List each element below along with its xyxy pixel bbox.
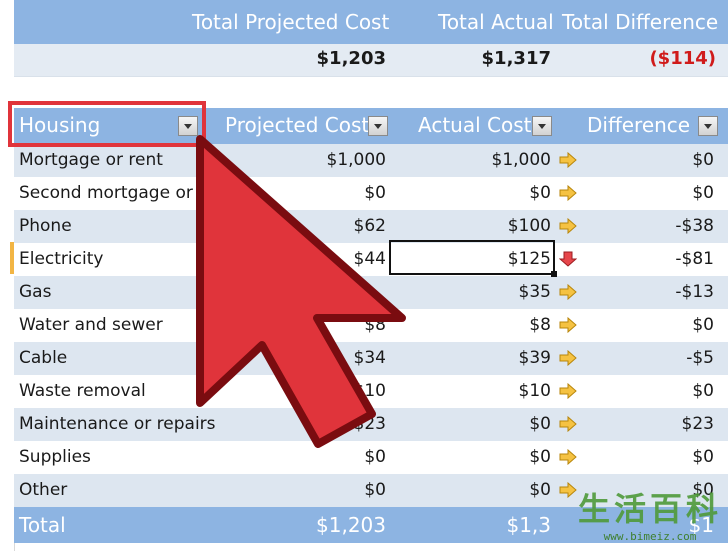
total-difference-value[interactable]: ($114) <box>649 48 716 69</box>
row-actual[interactable]: $0 <box>529 480 551 500</box>
selected-cell[interactable] <box>389 240 557 277</box>
active-row-marker <box>10 242 14 274</box>
row-actual[interactable]: $39 <box>518 348 551 368</box>
table-row: Waste removal $10 $10 $0 <box>14 375 728 408</box>
total-label: Total <box>19 513 66 537</box>
row-name[interactable]: Cable <box>19 348 68 368</box>
summary-header: Total Projected Cost Total Actual Total … <box>14 0 728 44</box>
right-arrow-icon <box>559 482 577 498</box>
watermark-chars: 生活百科 <box>577 490 722 528</box>
difference-filter-dropdown-icon[interactable] <box>698 116 718 136</box>
row-difference[interactable]: $23 <box>681 414 714 434</box>
row-name[interactable]: Phone <box>19 216 72 236</box>
table-row: Cable $34 $39 -$5 <box>14 342 728 375</box>
table-header: Housing Projected Cost Actual Cost Diffe… <box>14 108 728 144</box>
watermark: 生活百科 www.bimeiz.com <box>578 484 722 543</box>
total-projected-header: Total Projected Cost <box>192 10 390 34</box>
row-projected[interactable]: $34 <box>353 348 386 368</box>
row-projected[interactable]: $0 <box>364 183 386 203</box>
row-projected[interactable]: $62 <box>353 216 386 236</box>
row-difference[interactable]: $0 <box>692 381 714 401</box>
row-actual[interactable]: $125 <box>507 249 551 269</box>
row-actual[interactable]: $35 <box>518 282 551 302</box>
total-actual-value[interactable]: $1,317 <box>481 48 551 69</box>
row-difference[interactable]: $0 <box>692 480 714 500</box>
row-actual[interactable]: $10 <box>518 381 551 401</box>
row-actual[interactable]: $0 <box>529 183 551 203</box>
projected-filter-dropdown-icon[interactable] <box>368 116 388 136</box>
total-difference[interactable]: $1 <box>688 513 714 537</box>
table-row: Second mortgage or $0 $0 $0 <box>14 177 728 210</box>
down-arrow-icon <box>559 251 577 267</box>
table-row: Mortgage or rent $1,000 $1,000 $0 <box>14 144 728 177</box>
row-name[interactable]: Other <box>19 480 68 500</box>
actual-cost-header: Actual Cost <box>418 113 532 137</box>
right-arrow-icon <box>559 449 577 465</box>
watermark-url: www.bimeiz.com <box>603 530 697 543</box>
row-name[interactable]: Second mortgage or <box>19 183 193 203</box>
row-name[interactable]: Waste removal <box>19 381 146 401</box>
right-arrow-icon <box>559 218 577 234</box>
highlight-box <box>8 101 206 147</box>
row-actual[interactable]: $0 <box>529 447 551 467</box>
row-name[interactable]: Supplies <box>19 447 91 467</box>
projected-cost-header: Projected Cost <box>225 113 370 137</box>
row-name[interactable]: Maintenance or repairs <box>19 414 216 434</box>
total-actual-header: Total Actual <box>438 10 554 34</box>
row-difference[interactable]: $0 <box>692 447 714 467</box>
difference-header: Difference <box>587 113 691 137</box>
row-difference[interactable]: -$13 <box>675 282 714 302</box>
row-name[interactable]: Mortgage or rent <box>19 150 163 170</box>
right-arrow-icon <box>559 350 577 366</box>
right-arrow-icon <box>559 416 577 432</box>
total-actual[interactable]: $1,3 <box>506 513 551 537</box>
row-projected[interactable]: $1,000 <box>326 150 386 170</box>
total-projected-value[interactable]: $1,203 <box>316 48 386 69</box>
summary-values: $1,203 $1,317 ($114) <box>14 44 728 76</box>
right-arrow-icon <box>559 317 577 333</box>
right-arrow-icon <box>559 185 577 201</box>
row-projected[interactable]: $44 <box>353 249 386 269</box>
row-difference[interactable]: $0 <box>692 315 714 335</box>
row-name[interactable]: Gas <box>19 282 52 302</box>
row-name[interactable]: Water and sewer <box>19 315 163 335</box>
row-projected[interactable]: $0 <box>364 447 386 467</box>
actual-filter-dropdown-icon[interactable] <box>532 116 552 136</box>
total-row: Total $1,203 $1,3 $1 <box>14 507 728 543</box>
table-row: Electricity $44 $125 -$81 <box>14 243 728 276</box>
row-projected[interactable]: $0 <box>364 480 386 500</box>
row-difference[interactable]: $0 <box>692 150 714 170</box>
row-difference[interactable]: -$38 <box>675 216 714 236</box>
row-actual[interactable]: $1,000 <box>491 150 551 170</box>
row-difference[interactable]: -$81 <box>675 249 714 269</box>
housing-header: Housing <box>19 113 101 137</box>
housing-filter-dropdown-icon[interactable] <box>178 116 198 136</box>
row-actual[interactable]: $100 <box>507 216 551 236</box>
row-difference[interactable]: -$5 <box>686 348 714 368</box>
right-arrow-icon <box>559 152 577 168</box>
right-arrow-icon <box>559 284 577 300</box>
total-difference-header: Total Difference <box>562 10 719 34</box>
row-actual[interactable]: $0 <box>529 414 551 434</box>
row-name[interactable]: Electricity <box>19 249 104 269</box>
table-row: Other $0 $0 $0 <box>14 474 728 507</box>
row-actual[interactable]: $8 <box>529 315 551 335</box>
right-arrow-icon <box>559 383 577 399</box>
table-row: Phone $62 $100 -$38 <box>14 210 728 243</box>
total-projected[interactable]: $1,203 <box>316 513 386 537</box>
table-row: Supplies $0 $0 $0 <box>14 441 728 474</box>
row-difference[interactable]: $0 <box>692 183 714 203</box>
